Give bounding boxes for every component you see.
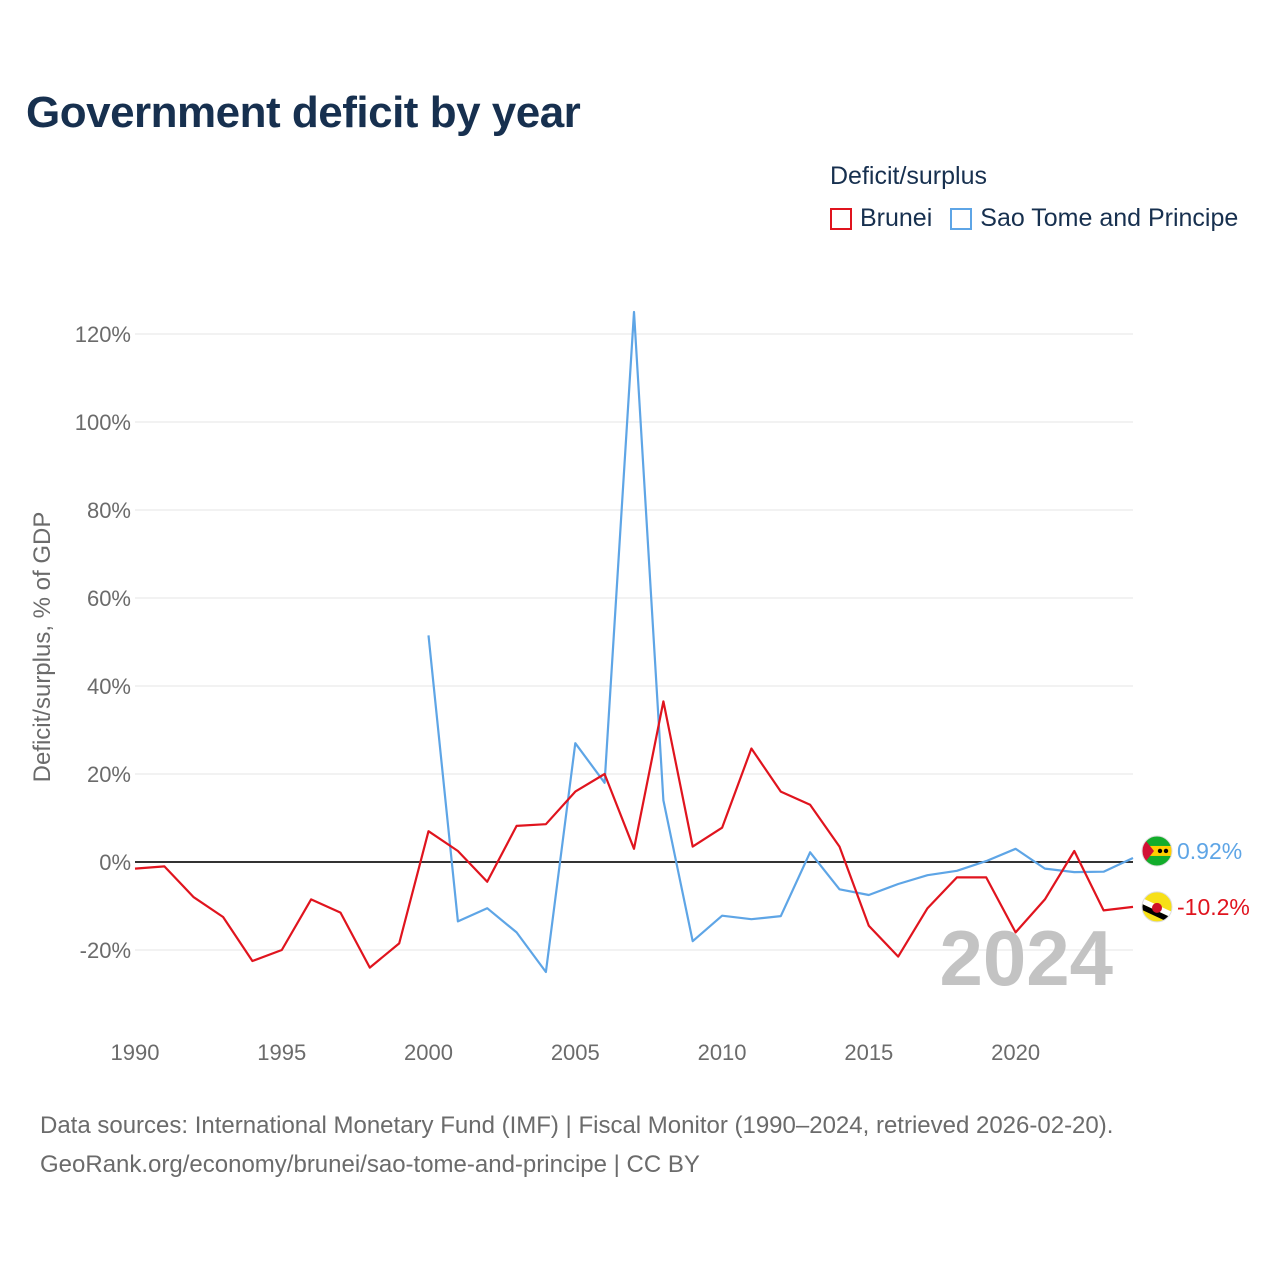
legend-item-brunei[interactable]: Brunei — [830, 204, 932, 233]
gridlines — [135, 333, 1133, 951]
series-line-sao-tome-and-principe[interactable] — [427, 310, 1134, 974]
sources-line-1: Data sources: International Monetary Fun… — [40, 1112, 1114, 1139]
y-tick-label: 40% — [87, 674, 131, 699]
end-markers — [1141, 835, 1173, 923]
x-tick-label: 1995 — [257, 1040, 306, 1065]
y-tick-label: -20% — [80, 938, 131, 963]
legend-title: Deficit/surplus — [830, 162, 987, 190]
data-sources: Data sources: International Monetary Fun… — [40, 1106, 1113, 1184]
x-tick-label: 1990 — [111, 1040, 160, 1065]
x-tick-label: 2010 — [698, 1040, 747, 1065]
series-line-brunei[interactable] — [134, 700, 1134, 969]
x-tick-label: 2005 — [551, 1040, 600, 1065]
year-watermark: 2024 — [939, 914, 1113, 1002]
end-label-brunei: -10.2% — [1177, 894, 1250, 920]
sources-line-2[interactable]: GeoRank.org/economy/brunei/sao-tome-and-… — [40, 1151, 700, 1178]
y-axis-label: Deficit/surplus, % of GDP — [29, 512, 56, 783]
x-tick-label: 2020 — [991, 1040, 1040, 1065]
legend-label-brunei: Brunei — [860, 204, 933, 232]
y-tick-label: 100% — [75, 410, 131, 435]
legend-label-sao-tome: Sao Tome and Principe — [980, 204, 1239, 232]
legend: Brunei Sao Tome and Principe — [830, 204, 1256, 233]
y-tick-label: 60% — [87, 586, 131, 611]
chart-title: Government deficit by year — [26, 88, 581, 137]
x-tick-label: 2000 — [404, 1040, 453, 1065]
y-tick-label: 20% — [87, 762, 131, 787]
y-tick-label: 0% — [99, 850, 131, 875]
end-label-sao-tome: 0.92% — [1177, 838, 1242, 864]
y-tick-label: 80% — [87, 498, 131, 523]
sao-tome-flag-icon — [1141, 835, 1173, 867]
x-tick-label: 2015 — [844, 1040, 893, 1065]
y-tick-label: 120% — [75, 322, 131, 347]
legend-swatch-sao-tome — [950, 207, 973, 230]
y-axis-ticks: -20% 0% 20% 40% 60% 80% 100% 120% — [75, 322, 131, 963]
legend-swatch-brunei — [830, 207, 852, 230]
brunei-flag-icon — [1141, 891, 1173, 923]
series-lines — [134, 310, 1134, 974]
x-axis-ticks: 1990 1995 2000 2005 2010 2015 2020 — [111, 1040, 1041, 1065]
legend-item-sao-tome[interactable]: Sao Tome and Principe — [950, 204, 1238, 233]
